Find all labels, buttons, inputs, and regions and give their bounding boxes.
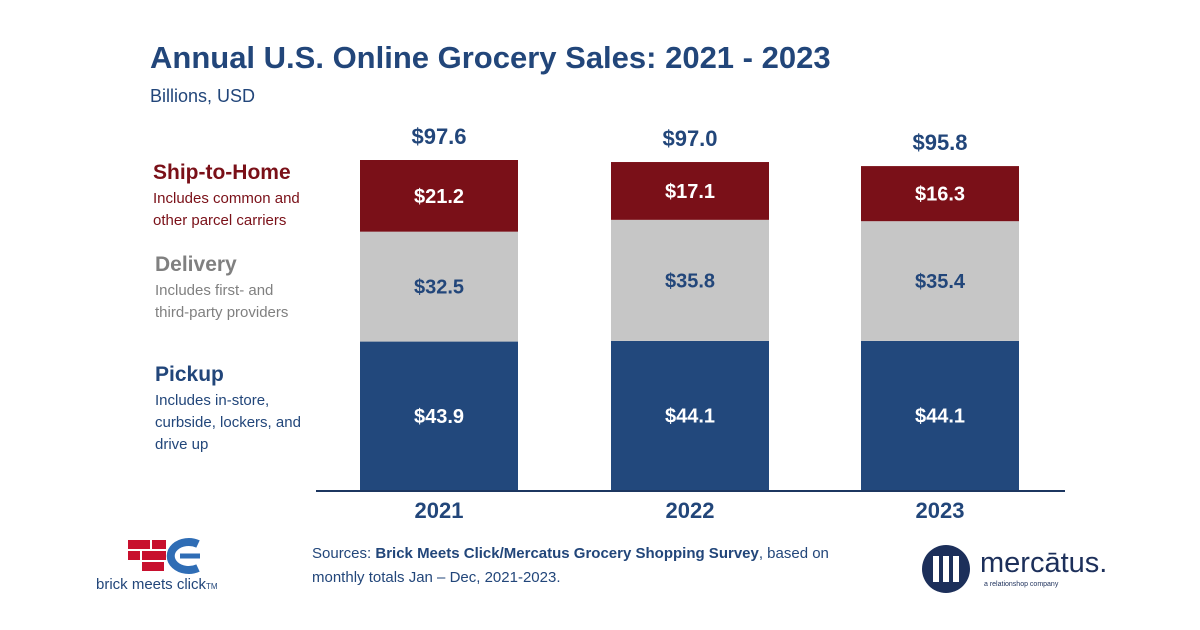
- bar-ship-to-home-2022: [611, 162, 769, 220]
- bar-delivery-2022: [611, 219, 769, 341]
- legend-delivery-desc: Includes first- and third-party provider…: [155, 280, 355, 324]
- bmc-name: brick meets click: [96, 576, 207, 593]
- brick-meets-click-icon: [128, 538, 200, 574]
- sources-title: Brick Meets Click/Mercatus Grocery Shopp…: [375, 545, 759, 562]
- legend-desc-line: third-party providers: [155, 304, 289, 321]
- bar-pickup-2021: [360, 341, 518, 490]
- mercatus-wordmark: mercātus.: [980, 547, 1108, 579]
- sources-rest: , based on monthly totals Jan – Dec, 202…: [312, 545, 829, 586]
- x-tick-label: 2023: [916, 498, 965, 523]
- mercatus-tagline: a relationshop company: [984, 581, 1059, 588]
- x-tick-label: 2022: [666, 498, 715, 523]
- data-label: $44.1: [665, 405, 715, 427]
- total-label: $97.0: [662, 126, 717, 151]
- bar-delivery-2023: [861, 221, 1019, 341]
- data-label: $21.2: [414, 186, 464, 208]
- legend-ship-to-home: Ship-to-Home Includes common and other p…: [153, 160, 353, 232]
- bar-ship-to-home-2021: [360, 160, 518, 232]
- legend-pickup: Pickup Includes in-store, curbside, lock…: [155, 362, 355, 456]
- chart-title: Annual U.S. Online Grocery Sales: 2021 -…: [150, 40, 831, 75]
- legend-desc-line: Includes first- and: [155, 282, 274, 299]
- data-label: $35.4: [915, 271, 966, 293]
- legend-ship-to-home-desc: Includes common and other parcel carrier…: [153, 188, 353, 232]
- bar-pickup-2023: [861, 340, 1019, 490]
- bar-delivery-2021: [360, 231, 518, 342]
- chart-subtitle: Billions, USD: [150, 86, 256, 106]
- mercatus-mark-icon: [922, 545, 970, 593]
- legend-ship-to-home-name: Ship-to-Home: [153, 161, 291, 184]
- x-tick-label: 2021: [415, 498, 464, 523]
- legend-delivery: Delivery Includes first- and third-party…: [155, 252, 355, 324]
- legend-desc-line: Includes common and: [153, 190, 300, 207]
- mercatus-logo: mercātus. a relationshop company: [922, 545, 1172, 595]
- bar-pickup-2022: [611, 340, 769, 490]
- sources-prefix: Sources:: [312, 545, 376, 562]
- data-label: $44.1: [915, 405, 965, 427]
- data-label: $16.3: [915, 184, 965, 206]
- legend-desc-line: Includes in-store,: [155, 392, 270, 409]
- legend-desc-line: drive up: [155, 436, 209, 453]
- legend-pickup-desc: Includes in-store, curbside, lockers, an…: [155, 390, 355, 456]
- brick-meets-click-logo: [92, 536, 262, 600]
- legend-desc-line: other parcel carriers: [153, 212, 287, 229]
- bar-ship-to-home-2023: [861, 166, 1019, 222]
- data-label: $32.5: [414, 277, 464, 299]
- data-label: $17.1: [665, 181, 715, 203]
- total-label: $95.8: [912, 130, 967, 155]
- brick-meets-click-wordmark: brick meets clickTM: [96, 576, 218, 593]
- legend-pickup-name: Pickup: [155, 363, 224, 386]
- data-label: $43.9: [414, 406, 464, 428]
- legend-desc-line: curbside, lockers, and: [155, 414, 301, 431]
- total-label: $97.6: [411, 124, 466, 149]
- legend-delivery-name: Delivery: [155, 253, 237, 276]
- sources-note: Sources: Brick Meets Click/Mercatus Groc…: [312, 542, 872, 590]
- bmc-trademark: TM: [206, 582, 218, 591]
- data-label: $35.8: [665, 270, 715, 292]
